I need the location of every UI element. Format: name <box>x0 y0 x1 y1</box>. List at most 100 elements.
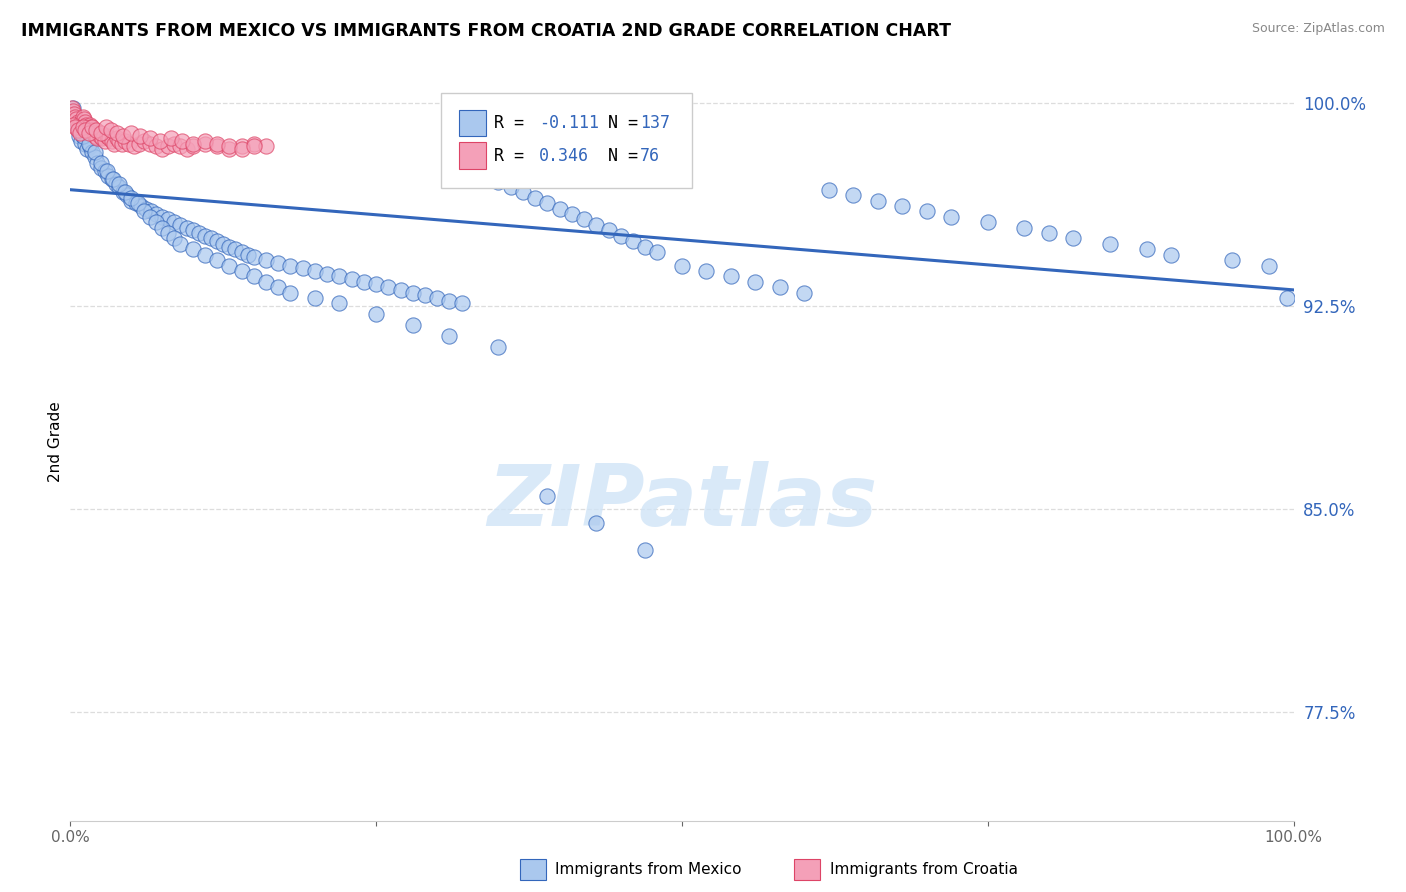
Point <box>366 277 388 292</box>
Point <box>65 112 87 127</box>
Point <box>572 212 595 227</box>
Point <box>413 288 436 302</box>
Point <box>634 542 657 557</box>
Point <box>536 196 558 211</box>
Point <box>163 136 186 151</box>
Text: Source: ZipAtlas.com: Source: ZipAtlas.com <box>1251 22 1385 36</box>
Point <box>145 215 167 229</box>
Point <box>744 275 766 289</box>
Point <box>72 110 94 124</box>
Point <box>96 163 118 178</box>
Point <box>291 261 314 276</box>
Point <box>83 128 105 143</box>
Point <box>63 112 86 127</box>
Point <box>73 136 96 151</box>
Point <box>121 191 143 205</box>
Point <box>976 215 998 229</box>
Point <box>101 172 124 186</box>
Point <box>842 188 865 202</box>
Point <box>105 131 128 145</box>
Point <box>205 253 228 268</box>
Y-axis label: 2nd Grade: 2nd Grade <box>48 401 63 482</box>
Point <box>93 163 115 178</box>
Text: 0.346: 0.346 <box>538 146 589 165</box>
Point <box>82 120 104 135</box>
Point <box>80 120 103 135</box>
Point <box>524 191 547 205</box>
Point <box>121 194 143 208</box>
Point <box>194 136 217 151</box>
Point <box>73 123 96 137</box>
Point <box>1160 248 1182 262</box>
Point <box>915 204 938 219</box>
Point <box>67 118 90 132</box>
Point <box>243 139 266 153</box>
Point <box>450 296 472 310</box>
Point <box>111 128 134 143</box>
Point <box>218 259 240 273</box>
Point <box>548 202 571 216</box>
Point <box>475 169 498 183</box>
Point <box>63 120 86 135</box>
Point <box>86 155 108 169</box>
Point <box>66 123 89 137</box>
Point <box>150 210 173 224</box>
Point <box>231 142 253 156</box>
Point <box>187 226 209 240</box>
Point <box>139 204 162 219</box>
Point <box>118 136 141 151</box>
Point <box>194 228 217 243</box>
Point <box>139 136 162 151</box>
Point <box>402 318 425 332</box>
Point <box>82 123 104 137</box>
Point <box>389 283 412 297</box>
Point <box>621 234 644 248</box>
Point <box>328 269 350 284</box>
Point <box>891 199 914 213</box>
Point <box>66 123 89 137</box>
Point <box>105 126 128 140</box>
Point <box>212 236 235 251</box>
Point <box>866 194 889 208</box>
Point <box>90 126 112 140</box>
Point <box>280 259 302 273</box>
Point <box>254 253 277 268</box>
Point <box>70 134 93 148</box>
Point <box>340 272 363 286</box>
Point <box>63 110 86 124</box>
Point <box>77 136 100 151</box>
Point <box>231 264 253 278</box>
Point <box>280 285 302 300</box>
Point <box>70 115 93 129</box>
Point <box>139 210 162 224</box>
Point <box>463 163 485 178</box>
Text: ZIPatlas: ZIPatlas <box>486 460 877 544</box>
Point <box>304 264 326 278</box>
Point <box>65 118 87 132</box>
Text: Immigrants from Croatia: Immigrants from Croatia <box>830 863 1018 877</box>
Point <box>83 150 105 164</box>
Point <box>194 248 217 262</box>
Point <box>132 204 155 219</box>
Point <box>439 293 461 308</box>
Point <box>132 134 155 148</box>
Point <box>254 139 277 153</box>
Point <box>218 142 240 156</box>
Point <box>84 123 107 137</box>
Point <box>304 291 326 305</box>
Point <box>316 267 339 281</box>
Point <box>610 228 633 243</box>
Point <box>377 280 399 294</box>
Point <box>512 186 534 200</box>
Point <box>125 196 148 211</box>
Point <box>108 178 131 192</box>
Point <box>402 285 425 300</box>
Point <box>426 291 449 305</box>
Point <box>79 118 101 132</box>
Point <box>75 118 97 132</box>
Bar <box>460 143 486 169</box>
Point <box>1014 220 1036 235</box>
Point <box>159 131 181 145</box>
Point <box>634 239 657 253</box>
Point <box>181 136 204 151</box>
